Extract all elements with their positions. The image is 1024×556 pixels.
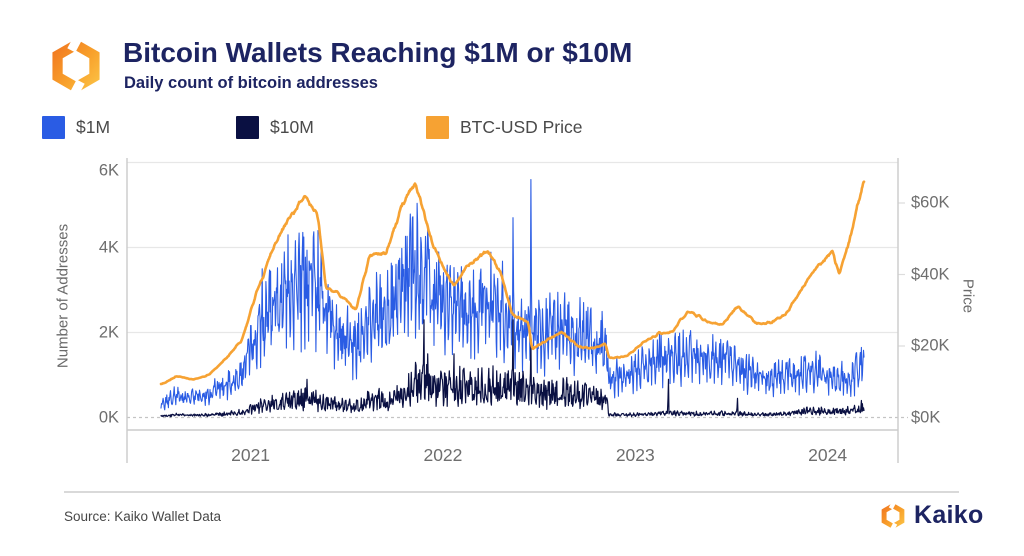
y-right-tick-label: $40K xyxy=(911,265,950,283)
footer-divider xyxy=(64,491,959,493)
legend-swatch-btc-icon xyxy=(426,116,449,139)
legend-label-btc-price: BTC-USD Price xyxy=(460,117,583,137)
y-left-tick-label: 0K xyxy=(98,408,119,426)
legend-item-1m: $1M xyxy=(42,115,110,140)
series-10m-line xyxy=(160,319,865,418)
kaiko-logo-icon xyxy=(52,37,100,95)
kaiko-wordmark: Kaiko xyxy=(914,501,984,529)
y-right-axis-title: Price xyxy=(959,278,977,314)
y-left-tick-label: 2K xyxy=(98,323,119,341)
legend-swatch-1m-icon xyxy=(42,116,65,139)
series-1m-line xyxy=(160,178,865,411)
x-tick-label: 2021 xyxy=(231,445,271,465)
y-left-tick-label: 6K xyxy=(98,161,119,180)
legend-label-10m: $10M xyxy=(270,117,314,137)
legend-label-1m: $1M xyxy=(76,117,111,137)
x-tick-label: 2023 xyxy=(615,445,655,465)
kaiko-brand: Kaiko xyxy=(879,501,984,530)
y-right-tick-label: $0K xyxy=(911,408,941,426)
legend-item-btc-price: BTC-USD Price xyxy=(426,115,583,140)
x-tick-label: 2022 xyxy=(423,445,463,465)
y-right-tick-label: $60K xyxy=(911,193,950,212)
source-note: Source: Kaiko Wallet Data xyxy=(64,509,222,524)
y-left-axis-title: Number of Addresses xyxy=(54,223,72,369)
page-subtitle: Daily count of bitcoin addresses xyxy=(124,74,378,92)
legend-item-10m: $10M xyxy=(236,115,314,140)
x-tick-label: 2024 xyxy=(808,445,848,465)
kaiko-logo-small-icon xyxy=(881,501,905,530)
y-right-tick-label: $20K xyxy=(911,336,950,355)
y-left-tick-label: 4K xyxy=(98,238,119,256)
series-btc-price-line xyxy=(159,180,866,386)
legend-swatch-10m-icon xyxy=(236,116,259,139)
page-title: Bitcoin Wallets Reaching $1M or $10M xyxy=(123,37,633,68)
